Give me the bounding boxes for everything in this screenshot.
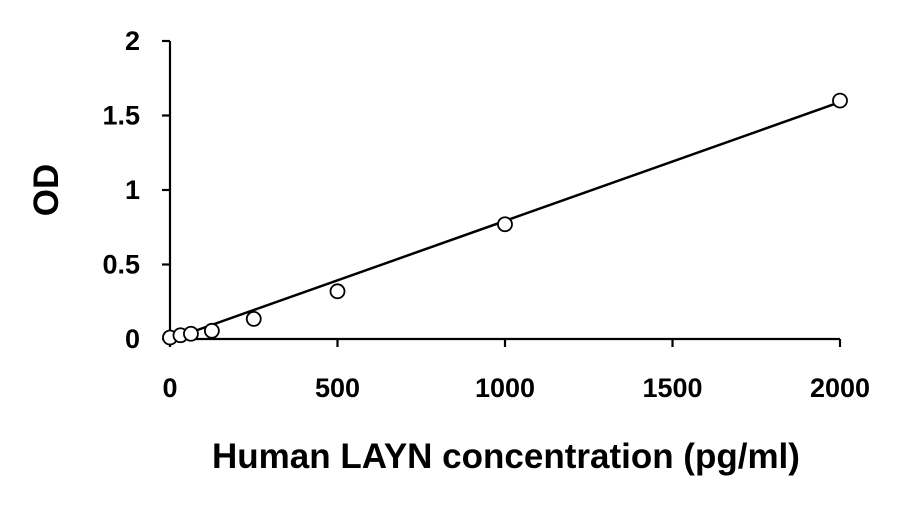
y-tick-label: 1 [125, 175, 140, 205]
data-layer [162, 92, 848, 346]
x-tick-label: 1500 [642, 373, 702, 403]
x-tick-label: 2000 [810, 373, 870, 403]
y-tick-label: 0 [125, 324, 140, 354]
data-point [329, 283, 346, 300]
data-point [497, 216, 513, 233]
x-tick-label: 1000 [475, 373, 535, 403]
y-axis-title: OD [27, 164, 66, 217]
y-tick-label: 1.5 [102, 101, 140, 131]
data-point [183, 325, 199, 342]
x-tick-label: 0 [162, 373, 177, 403]
data-point [203, 322, 220, 339]
axes-layer: 0 0.5 1 1.5 2 0 500 1000 1500 2000 [102, 26, 870, 403]
y-tick-label: 2 [125, 26, 140, 56]
x-axis-title: Human LAYN concentration (pg/ml) [212, 437, 800, 476]
x-tick-label: 500 [315, 373, 360, 403]
y-tick-label: 0.5 [102, 250, 140, 280]
data-point [245, 310, 262, 327]
data-point [832, 92, 848, 109]
